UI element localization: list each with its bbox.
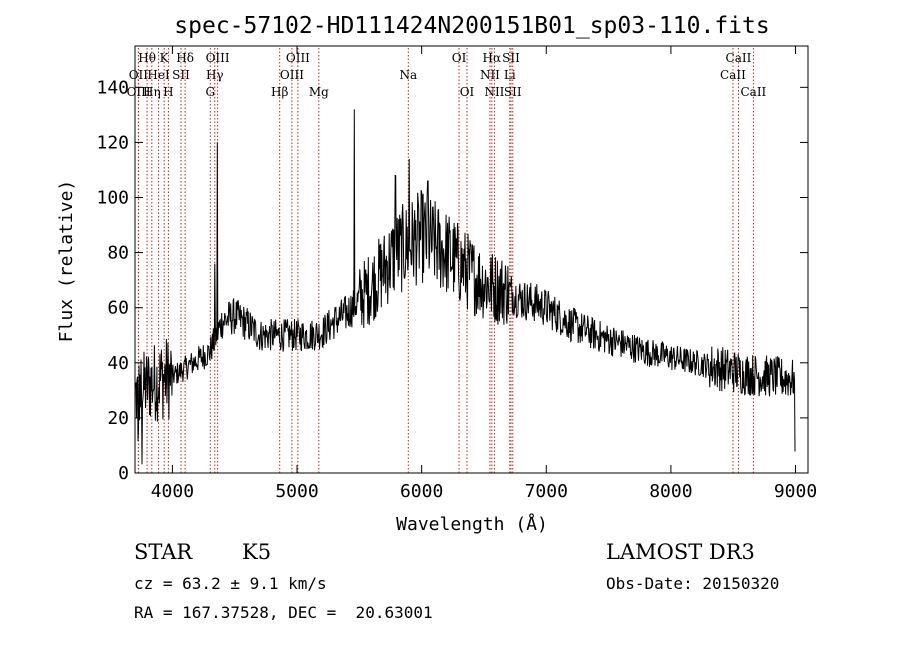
emission-line-label: OII — [129, 68, 149, 82]
emission-line-label: OI — [460, 85, 475, 99]
emission-line-label: Hδ — [176, 51, 194, 65]
y-tick-label: 140 — [96, 77, 129, 98]
x-tick-label: 4000 — [151, 481, 194, 502]
coordinates: RA = 167.37528, DEC = 20.63001 — [134, 603, 433, 622]
emission-line-label: Hθ — [138, 51, 156, 65]
obs-date: Obs-Date: 20150320 — [606, 574, 780, 593]
x-tick-label: 8000 — [649, 481, 692, 502]
y-tick-label: 80 — [107, 243, 129, 264]
y-tick-label: 60 — [107, 298, 129, 319]
emission-line-label: CaII — [720, 68, 746, 82]
emission-line-label: Hγ — [206, 68, 224, 82]
y-tick-label: 20 — [107, 408, 129, 429]
emission-line-label: OIII — [286, 51, 310, 65]
emission-line-label: CaII — [726, 51, 752, 65]
survey-name: LAMOST DR3 — [606, 540, 755, 564]
emission-line-label: HeI — [147, 68, 170, 82]
plot-frame — [134, 45, 809, 474]
emission-line-label: OIII — [280, 68, 304, 82]
y-axis-label: Flux (relative) — [56, 180, 77, 343]
emission-line-markers — [137, 48, 754, 473]
spectral-class: STAR — [134, 540, 193, 564]
redshift-readout: cz = 63.2 ± 9.1 km/s — [134, 574, 327, 593]
emission-line-label: SII — [172, 68, 190, 82]
emission-line-label: Hα — [483, 51, 502, 65]
emission-line-label: Mg — [309, 85, 329, 99]
y-tick-label: 0 — [118, 463, 129, 484]
emission-line-label: CaII — [740, 85, 766, 99]
y-tick-label: 100 — [96, 188, 129, 209]
emission-line-label: SII — [502, 51, 520, 65]
emission-line-label: NII — [484, 85, 504, 99]
spectrum-line — [134, 109, 796, 465]
y-tick-label: 120 — [96, 132, 129, 153]
chart-title: spec-57102-HD111424N200151B01_sp03-110.f… — [174, 13, 769, 39]
emission-line-label: G — [205, 85, 215, 99]
emission-line-label: SII — [504, 85, 522, 99]
emission-line-label: OI — [452, 51, 467, 65]
emission-line-label: NII — [480, 68, 500, 82]
emission-line-label: Na — [399, 68, 417, 82]
axis-ticks: 4000 5000 6000 7000 8000 9000 0 20 40 60 80 100 120 1… — [96, 46, 817, 502]
spectral-subclass: K5 — [242, 540, 272, 564]
y-tick-label: 40 — [107, 353, 129, 374]
emission-line-label: OIII — [206, 51, 230, 65]
emission-line-label: K — [160, 51, 170, 65]
x-tick-label: 9000 — [774, 481, 817, 502]
x-tick-label: 7000 — [525, 481, 568, 502]
emission-line-label: Hβ — [271, 85, 288, 99]
x-tick-label: 5000 — [275, 481, 318, 502]
emission-line-label: H — [163, 85, 173, 99]
emission-line-label: OIII — [127, 85, 151, 99]
x-tick-label: 6000 — [400, 481, 443, 502]
x-axis-label: Wavelength (Å) — [396, 513, 548, 535]
emission-line-label: Li — [504, 68, 516, 82]
emission-line-label: Hη — [143, 85, 161, 99]
